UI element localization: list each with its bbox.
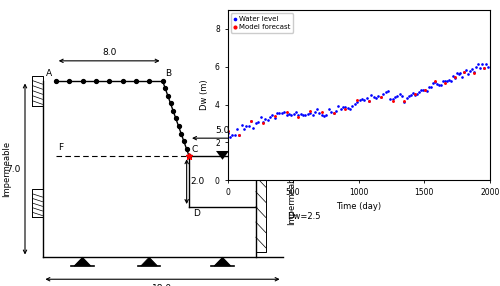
- Polygon shape: [214, 257, 230, 266]
- Line: Model forecast: Model forecast: [226, 67, 485, 136]
- Model forecast: [248, 119, 254, 122]
- Text: 2.0: 2.0: [190, 177, 204, 186]
- Model forecast: [471, 71, 477, 74]
- Water level: [224, 131, 230, 135]
- Model forecast: [236, 133, 242, 136]
- Model forecast: [224, 130, 230, 133]
- Model forecast: [402, 99, 407, 102]
- Model forecast: [354, 99, 360, 102]
- Model forecast: [272, 115, 278, 118]
- Model forecast: [284, 111, 290, 114]
- Text: 5.0: 5.0: [216, 126, 230, 134]
- Model forecast: [318, 111, 324, 114]
- Water level: [321, 114, 327, 118]
- Model forecast: [342, 107, 348, 111]
- Model forecast: [366, 99, 372, 103]
- Water level: [434, 82, 440, 86]
- Text: 18.0: 18.0: [152, 285, 172, 286]
- Model forecast: [378, 96, 384, 99]
- Model forecast: [307, 109, 313, 113]
- Text: B: B: [165, 69, 171, 78]
- Polygon shape: [216, 151, 229, 160]
- Water level: [227, 135, 233, 138]
- Water level: [284, 114, 290, 117]
- Model forecast: [422, 89, 428, 92]
- X-axis label: Time (day): Time (day): [336, 202, 382, 211]
- Text: D: D: [193, 209, 200, 219]
- Text: 7.0: 7.0: [6, 164, 21, 174]
- Model forecast: [462, 71, 468, 74]
- Water level: [438, 83, 444, 87]
- Model forecast: [412, 92, 418, 95]
- Water level: [485, 65, 491, 69]
- Text: 8.0: 8.0: [102, 48, 117, 57]
- Model forecast: [481, 66, 487, 70]
- Text: E: E: [258, 145, 264, 154]
- Text: Dw=2.5: Dw=2.5: [287, 212, 320, 221]
- Water level: [416, 90, 422, 94]
- Model forecast: [442, 81, 448, 85]
- Model forecast: [330, 111, 336, 115]
- Text: Impermeable: Impermeable: [287, 168, 296, 225]
- Text: F: F: [58, 143, 64, 152]
- Model forecast: [452, 76, 458, 79]
- Polygon shape: [141, 257, 157, 266]
- Model forecast: [432, 80, 438, 83]
- Line: Water level: Water level: [226, 62, 489, 138]
- Text: Impermeable: Impermeable: [2, 141, 11, 197]
- Model forecast: [390, 99, 396, 103]
- Water level: [483, 62, 489, 65]
- Water level: [258, 116, 264, 119]
- Model forecast: [260, 121, 266, 124]
- Polygon shape: [74, 257, 90, 266]
- Model forecast: [296, 116, 302, 119]
- Y-axis label: Dw (m): Dw (m): [200, 80, 209, 110]
- Text: C: C: [192, 145, 198, 154]
- Legend: Water level, Model forecast: Water level, Model forecast: [231, 13, 294, 33]
- Text: A: A: [46, 69, 52, 78]
